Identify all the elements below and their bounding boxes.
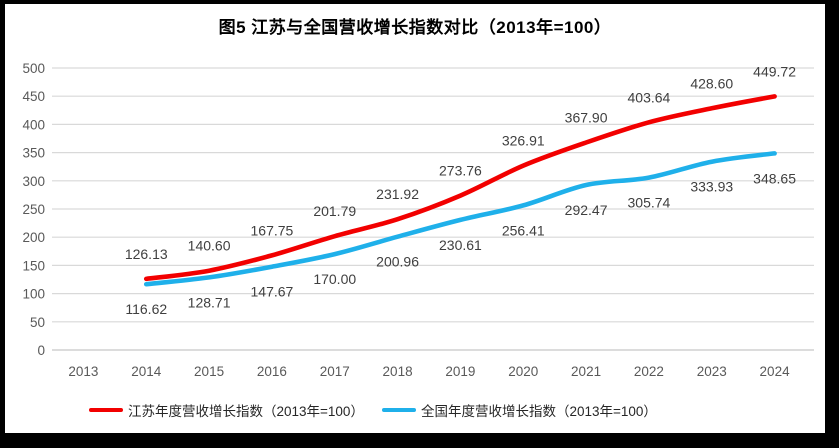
- legend-swatch-national: [381, 407, 416, 413]
- x-axis-tick-label: 2017: [320, 364, 350, 379]
- y-axis-tick-label: 200: [22, 230, 45, 245]
- legend-item-jiangsu: 江苏年度营收增长指数（2013年=100）: [89, 400, 364, 420]
- data-label-jiangsu: 273.76: [439, 163, 482, 179]
- line-chart: 0 50 100 150 200 250 300 350 400 450 500 2013 2014 20…: [22, 61, 814, 379]
- x-axis-tick-label: 2018: [383, 364, 413, 379]
- data-label-jiangsu: 403.64: [628, 89, 671, 105]
- data-label-national: 348.65: [753, 170, 796, 186]
- y-axis-tick-label: 500: [22, 61, 45, 76]
- x-axis-tick-label: 2023: [697, 364, 727, 379]
- legend-label-national: 全国年度营收增长指数（2013年=100）: [420, 404, 657, 419]
- data-label-national: 147.67: [251, 284, 294, 300]
- x-axis-tick-label: 2020: [508, 364, 538, 379]
- x-axis-tick-label: 2014: [131, 364, 162, 379]
- legend-label-jiangsu: 江苏年度营收增长指数（2013年=100）: [128, 404, 364, 419]
- chart-area: 图5 江苏与全国营收增长指数对比（2013年=100） 0 50 100 150 200…: [5, 4, 825, 433]
- series-line-national: [143, 151, 777, 287]
- data-label-national: 292.47: [565, 202, 608, 218]
- x-axis-tick-label: 2021: [571, 364, 601, 379]
- data-label-national: 230.61: [439, 237, 482, 253]
- y-axis-tick-label: 250: [22, 202, 45, 217]
- y-axis-tick-label: 300: [22, 174, 45, 189]
- data-label-national: 256.41: [502, 222, 545, 238]
- y-axis-tick-label: 400: [22, 117, 45, 132]
- y-axis-tick-label: 450: [22, 89, 45, 104]
- legend-item-national: 全国年度营收增长指数（2013年=100）: [381, 400, 657, 420]
- data-label-national: 128.71: [188, 294, 231, 310]
- data-label-jiangsu: 367.90: [565, 110, 608, 126]
- data-label-national: 305.74: [628, 195, 671, 211]
- data-label-national: 116.62: [125, 301, 167, 317]
- data-label-jiangsu: 428.60: [690, 75, 733, 91]
- data-label-national: 333.93: [690, 179, 733, 195]
- data-label-national: 170.00: [313, 271, 356, 287]
- legend: 江苏年度营收增长指数（2013年=100） 全国年度营收增长指数（2013年=10…: [89, 400, 657, 420]
- legend-swatch-jiangsu: [89, 407, 123, 413]
- y-axis-tick-label: 100: [22, 287, 45, 302]
- data-label-jiangsu: 167.75: [251, 222, 294, 238]
- data-label-jiangsu: 201.79: [313, 203, 356, 219]
- x-axis-tick-label: 2016: [257, 364, 287, 379]
- x-axis-tick-label: 2022: [634, 364, 664, 379]
- y-axis-tick-label: 50: [30, 315, 45, 330]
- chart-title: 图5 江苏与全国营收增长指数对比（2013年=100）: [218, 18, 612, 37]
- data-label-jiangsu: 231.92: [376, 186, 419, 202]
- data-label-jiangsu: 140.60: [188, 238, 231, 254]
- data-label-jiangsu: 126.13: [125, 246, 168, 262]
- data-label-national: 200.96: [376, 254, 419, 270]
- x-axis-tick-label: 2013: [68, 364, 98, 379]
- y-axis-tick-label: 150: [22, 258, 45, 273]
- x-axis-tick-label: 2015: [194, 364, 224, 379]
- data-label-jiangsu: 449.72: [753, 63, 796, 79]
- y-axis-tick-label: 0: [37, 343, 45, 358]
- x-axis-tick-label: 2019: [445, 364, 475, 379]
- x-axis-tick-label: 2024: [760, 364, 791, 379]
- series-line-jiangsu: [143, 94, 777, 282]
- y-axis-tick-label: 350: [22, 146, 45, 161]
- data-label-jiangsu: 326.91: [502, 133, 545, 149]
